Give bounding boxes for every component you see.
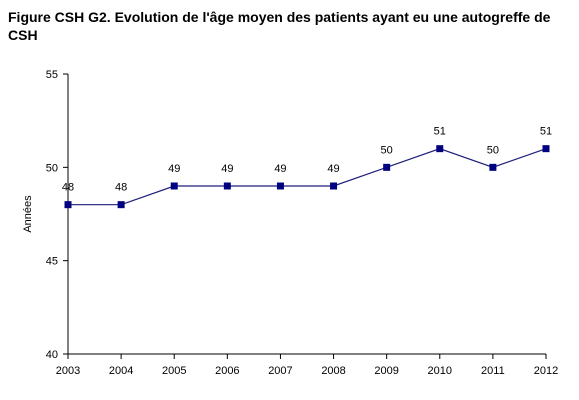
data-label: 49 [221, 163, 233, 175]
data-label: 51 [434, 126, 446, 138]
data-label: 49 [168, 163, 180, 175]
data-point [170, 182, 178, 190]
data-point [64, 201, 72, 209]
series-line [68, 148, 547, 206]
x-tick-label: 2012 [534, 365, 558, 377]
x-tick-label: 2011 [481, 365, 505, 377]
data-labels: 48 48 49 49 49 49 50 51 50 51 [62, 126, 552, 194]
x-tick-label: 2005 [162, 365, 186, 377]
data-point [489, 163, 497, 171]
data-point [223, 182, 231, 190]
y-tick-label: 55 [46, 69, 58, 81]
chart-title: Figure CSH G2. Evolution de l'âge moyen … [8, 9, 551, 43]
data-point [383, 163, 391, 171]
x-tick-label: 2003 [56, 365, 80, 377]
y-tick-label: 45 [46, 256, 58, 268]
data-label: 50 [381, 144, 393, 156]
data-point [276, 182, 284, 190]
y-tick-label: 40 [46, 349, 58, 361]
y-tick-label: 50 [46, 162, 58, 174]
data-point [436, 145, 444, 153]
x-tick-label: 2009 [374, 365, 398, 377]
data-point [542, 145, 550, 153]
x-tick-label: 2006 [215, 365, 239, 377]
data-point [117, 201, 125, 209]
y-axis-title: Années [22, 195, 34, 233]
axes: 40 45 50 55 2003 2004 2005 2006 2007 2008 2009 2010… [22, 69, 558, 377]
x-tick-label: 2010 [428, 365, 452, 377]
data-label: 50 [487, 144, 499, 156]
series-layer [64, 145, 550, 209]
x-tick-label: 2008 [321, 365, 345, 377]
data-point [330, 182, 338, 190]
data-label: 49 [327, 163, 339, 175]
x-tick-label: 2004 [109, 365, 133, 377]
data-label: 48 [62, 182, 74, 194]
data-label: 51 [540, 126, 552, 138]
data-label: 48 [115, 182, 127, 194]
data-label: 49 [274, 163, 286, 175]
x-tick-label: 2007 [268, 365, 292, 377]
